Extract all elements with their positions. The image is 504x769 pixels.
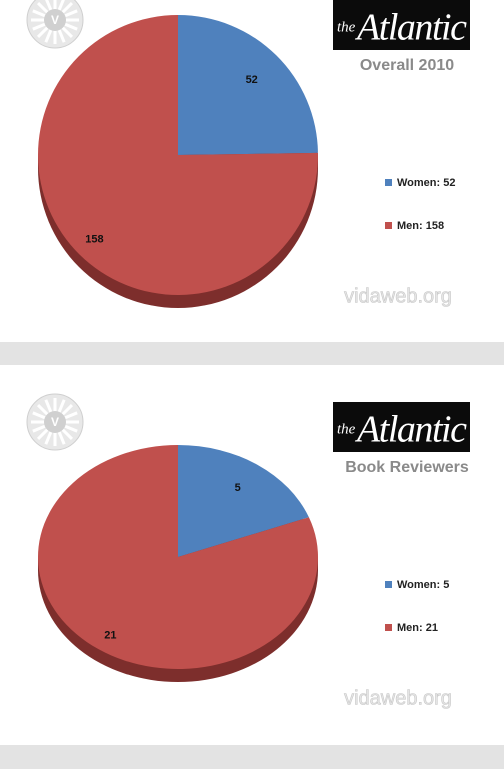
badge-text: V [51,13,59,27]
legend-label: Women: 52 [397,177,455,189]
separator [0,745,504,769]
badge-ray [57,430,66,445]
badge-ray [44,28,53,43]
badge-ray [57,0,65,12]
badge-ray [57,28,66,43]
badge-ray [44,430,53,445]
badge-ray [32,9,47,18]
badge-ray [45,0,53,12]
logo-name: Atlantic [354,409,467,451]
badge-core [44,411,66,433]
badge-ray [61,1,74,14]
legend-label: Men: 158 [397,220,444,232]
logo-name: Atlantic [354,7,467,49]
badge-ray [57,399,66,414]
badge-ray [36,428,49,441]
badge-ray [44,399,53,414]
chart-title: Overall 2010 [360,57,454,74]
legend-label: Women: 5 [397,579,449,591]
separator [0,342,504,365]
badge-ray [61,403,74,416]
watermark: vidaweb.org [344,285,452,307]
badge-ray [36,26,49,39]
logo-prefix: the [337,19,356,35]
chart-title: Book Reviewers [345,459,469,476]
legend-swatch [385,222,392,229]
badge-ray [63,411,78,420]
badge-ray [63,424,78,433]
pie-slice [178,445,309,557]
badge-ray [32,22,47,31]
legend-label: Men: 21 [397,622,438,634]
legend-swatch [385,179,392,186]
logo-box [333,0,470,50]
badge-ray [61,428,74,441]
badge-ray [32,424,47,433]
badge-core [44,9,66,31]
badge-ray [36,403,49,416]
badge-text: V [51,415,59,429]
pie-slice [178,15,318,155]
legend-swatch [385,581,392,588]
legend-swatch [385,624,392,631]
badge-ray [63,22,78,31]
badge-ray [36,1,49,14]
badge-ray [61,26,74,39]
watermark: vidaweb.org [344,687,452,709]
logo-box [333,402,470,452]
badge-ray [32,411,47,420]
pie-slice [38,445,319,669]
data-label: 21 [104,629,116,641]
data-label: 52 [246,74,258,86]
badge-ray [63,9,78,18]
logo-prefix: the [337,421,356,437]
pie-slice [38,15,319,296]
data-label: 158 [85,234,103,246]
data-label: 5 [235,482,241,494]
